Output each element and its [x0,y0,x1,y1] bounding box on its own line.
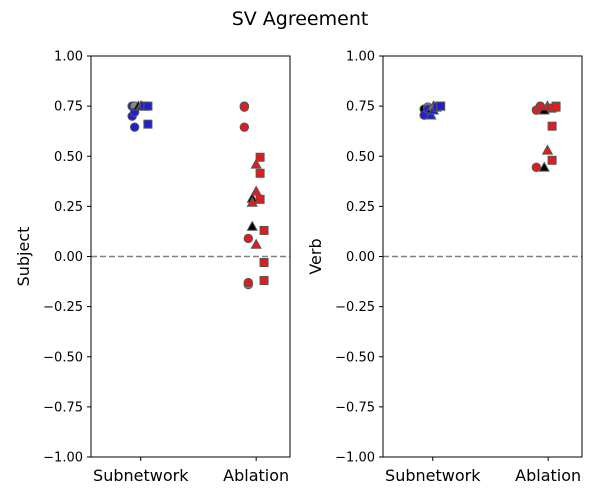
data-point-triangle [246,196,258,207]
data-point-circle [243,233,253,244]
data-point-square [259,276,269,286]
y-tick-label: −0.25 [335,300,375,315]
y-tick-label: −1.00 [43,451,83,466]
data-point-square [255,152,265,162]
data-point-triangle [538,161,550,172]
data-point-square [551,102,561,112]
x-category-label: Ablation [515,466,581,485]
y-tick-label: 0.25 [54,200,83,215]
data-point-triangle [541,144,554,155]
data-point-triangle [250,158,262,169]
data-point-square [547,121,557,131]
y-axis-label: Verb [306,238,325,274]
y-tick-label: −0.50 [43,350,83,365]
y-tick-label: −0.75 [43,400,83,415]
x-category-label: Subnetwork [93,466,189,485]
data-point-square [143,101,153,111]
data-point-square [547,155,557,165]
y-tick-label: 0.25 [346,200,375,215]
data-point-circle [129,122,140,132]
data-point-triangle [425,109,437,120]
data-point-circle [243,277,253,288]
data-point-square [259,225,269,235]
data-point-circle [531,162,542,172]
y-tick-label: −0.75 [335,400,375,415]
data-point-square [255,168,265,178]
data-point-square [259,258,269,268]
data-point-triangle [250,185,262,196]
data-point-circle [239,122,250,132]
y-tick-label: −0.25 [43,300,83,315]
y-tick-label: 0.00 [54,250,83,265]
y-tick-label: 1.00 [346,50,375,65]
y-tick-label: 1.00 [54,50,83,65]
y-axis-label: Subject [14,227,33,287]
y-tick-label: 0.50 [54,150,83,165]
y-tick-label: −0.50 [335,350,375,365]
x-category-label: Ablation [223,466,289,485]
x-category-label: Subnetwork [385,466,481,485]
data-point-triangle [250,238,262,249]
verb-panel: −1.00 −0.75 −0.50 −0.25 0.00 0.25 0.50 0.75 1.00… [306,50,583,485]
figure-title: SV Agreement [232,8,369,30]
y-tick-label: 0.75 [346,100,375,115]
data-point-square [143,119,153,129]
data-point-square [436,101,446,111]
subject-panel: −1.00 −0.75 −0.50 −0.25 0.00 0.25 0.50 0.75 1.00… [14,50,291,485]
y-tick-label: 0.50 [346,150,375,165]
y-tick-label: 0.00 [346,250,375,265]
data-point-circle [239,102,250,112]
data-point-square [255,194,265,204]
y-tick-label: −1.00 [335,451,375,466]
data-point-triangle [246,220,258,231]
y-tick-label: 0.75 [54,100,83,115]
